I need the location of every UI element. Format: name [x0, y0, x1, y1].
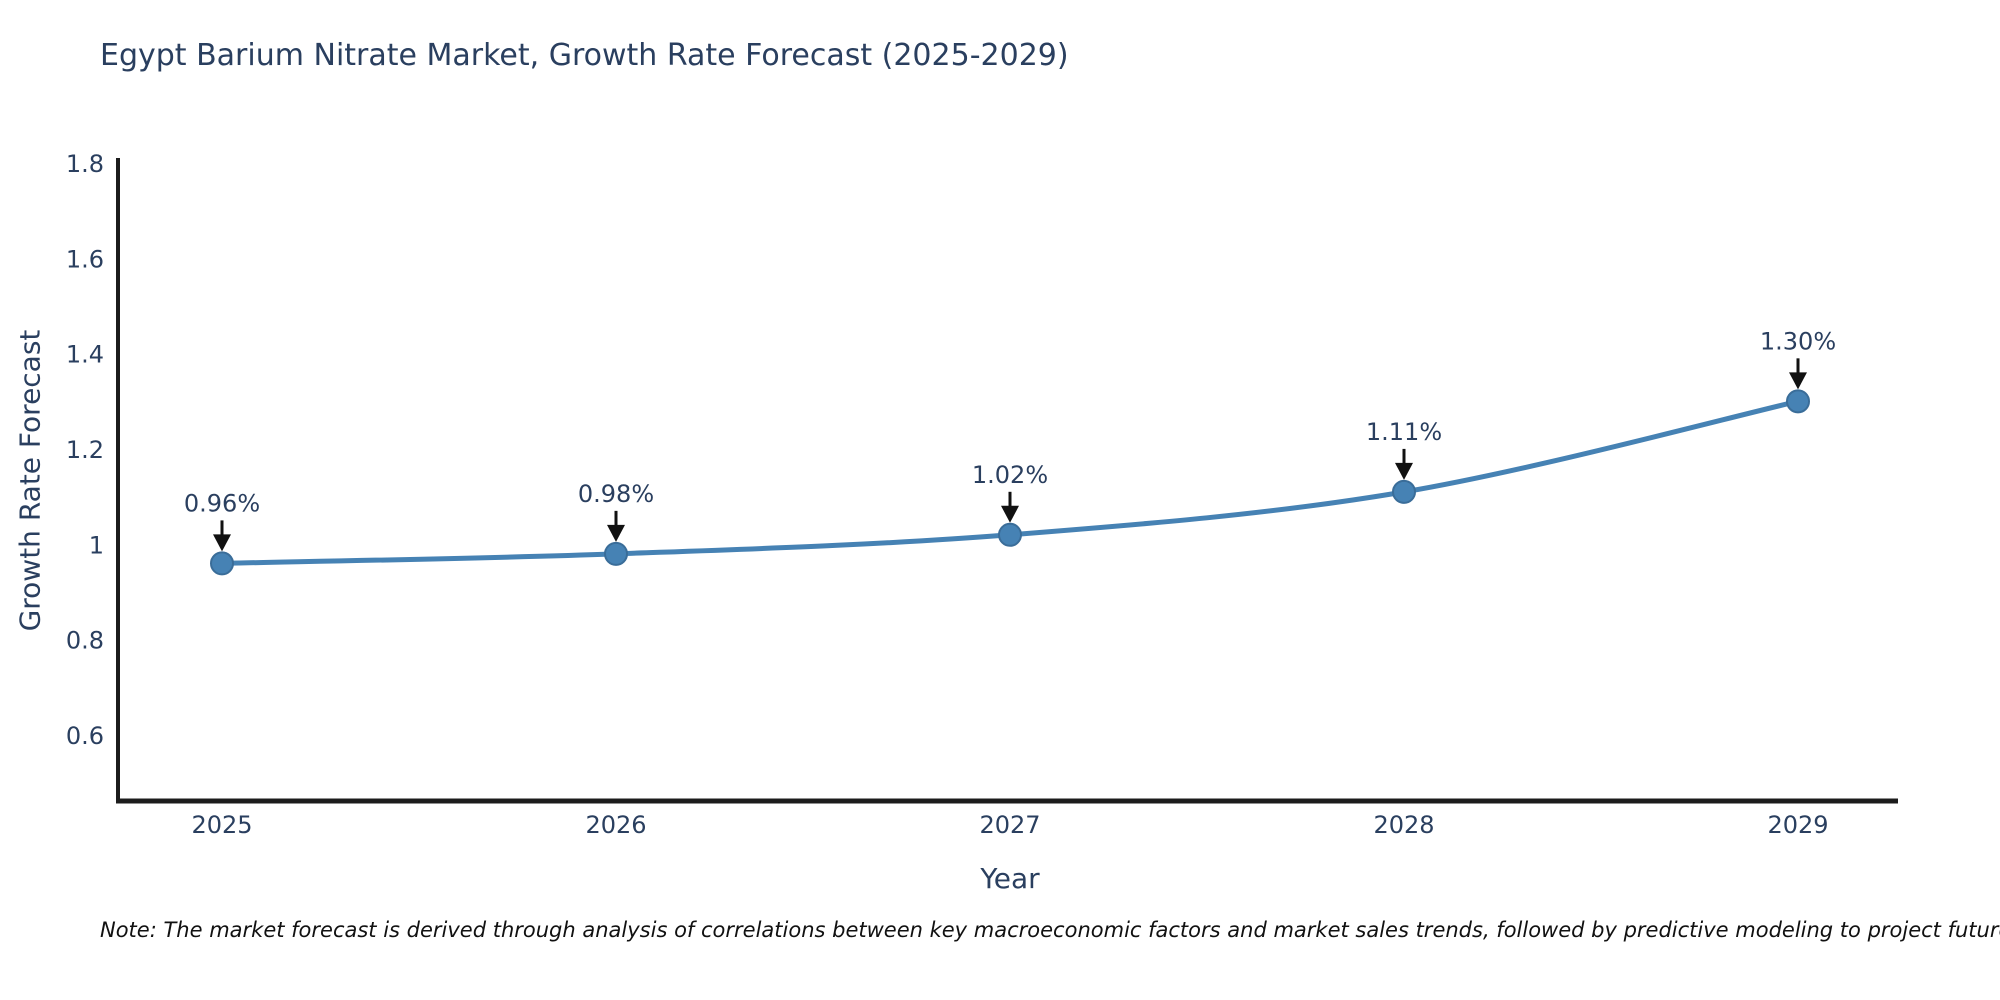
y-tick-label: 1.4: [66, 341, 104, 369]
y-tick-label: 0.6: [66, 722, 104, 750]
x-axis-title: Year: [980, 862, 1040, 895]
y-axis-title: Growth Rate Forecast: [13, 329, 47, 632]
point-label: 1.11%: [1366, 418, 1442, 446]
annotation-arrowhead: [213, 534, 231, 552]
data-point-2028[interactable]: [1392, 479, 1416, 504]
annotation-arrowhead: [1789, 372, 1807, 390]
point-label: 0.98%: [578, 480, 654, 508]
x-tick-label: 2026: [585, 811, 646, 839]
point-label: 1.30%: [1760, 327, 1836, 355]
data-point-2026[interactable]: [604, 541, 628, 566]
y-tick-label: 1.8: [66, 150, 104, 178]
annotation-arrowhead: [1395, 462, 1413, 480]
annotation-arrowhead: [1001, 505, 1019, 523]
y-tick-label: 1.2: [66, 436, 104, 464]
x-tick-label: 2028: [1373, 811, 1434, 839]
data-point-2027[interactable]: [998, 522, 1022, 547]
y-tick-label: 1.6: [66, 245, 104, 273]
point-label: 0.96%: [184, 489, 260, 517]
x-tick-label: 2027: [979, 811, 1040, 839]
y-tick-label: 1: [89, 531, 104, 559]
point-label: 1.02%: [972, 461, 1048, 489]
x-tick-label: 2029: [1767, 811, 1828, 839]
chart-title: Egypt Barium Nitrate Market, Growth Rate…: [100, 38, 1069, 73]
data-point-2025[interactable]: [210, 551, 234, 576]
data-point-2029[interactable]: [1786, 389, 1810, 414]
footnote: Note: The market forecast is derived thr…: [100, 918, 2000, 942]
annotation-arrowhead: [607, 524, 625, 542]
y-tick-label: 0.8: [66, 627, 104, 655]
x-tick-label: 2025: [191, 811, 252, 839]
